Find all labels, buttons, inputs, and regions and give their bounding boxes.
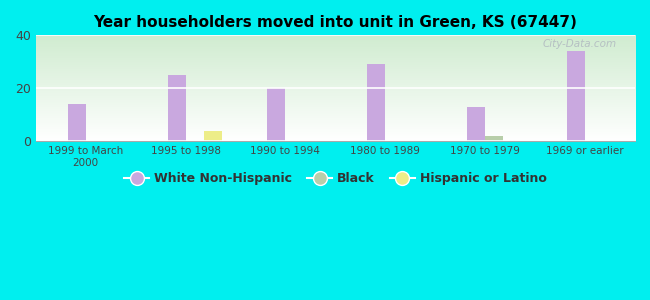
Bar [203,130,222,141]
Bar [267,88,285,141]
Title: Year householders moved into unit in Green, KS (67447): Year householders moved into unit in Gre… [94,15,577,30]
Legend: White Non-Hispanic, Black, Hispanic or Latino: White Non-Hispanic, Black, Hispanic or L… [119,167,552,190]
Text: City-Data.com: City-Data.com [543,38,617,49]
Bar [485,136,503,141]
Bar [467,107,485,141]
Bar [367,64,385,141]
Bar [68,104,86,141]
Bar [168,75,185,141]
Bar [567,51,585,141]
